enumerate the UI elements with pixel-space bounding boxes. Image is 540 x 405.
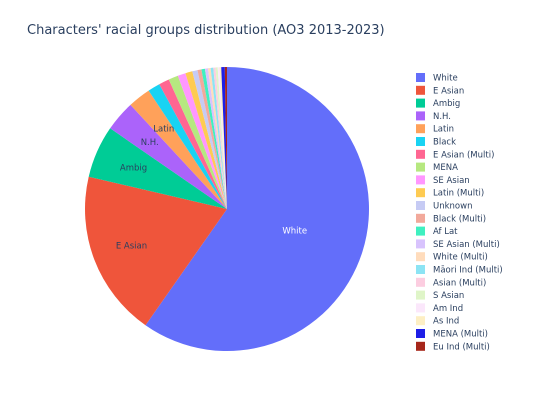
- slice-labels: White E Asian Ambig N.H. Latin: [116, 125, 307, 252]
- legend-label: MENA: [433, 163, 458, 173]
- legend-item-mena-multi[interactable]: MENA (Multi): [416, 329, 488, 340]
- legend-swatch: [416, 137, 425, 146]
- legend-label: Latin: [433, 125, 454, 135]
- legend-swatch: [416, 239, 425, 249]
- pie-slice-m-ori-ind-multi: [210, 67, 227, 209]
- legend-swatch: [416, 303, 425, 313]
- legend-label: S Asian: [433, 291, 464, 301]
- legend-label: Black (Multi): [433, 214, 486, 224]
- pie-slice-e-asian: [85, 176, 228, 326]
- legend-item-se-asian[interactable]: SE Asian: [416, 175, 470, 186]
- pie-slices: [85, 67, 370, 352]
- pie-slice-asian-multi: [213, 67, 227, 209]
- legend-swatch: [416, 175, 425, 185]
- legend-item-as-ind[interactable]: As Ind: [416, 316, 459, 327]
- legend-swatch: [416, 329, 425, 338]
- legend-item-m-ori-ind-multi[interactable]: Māori Ind (Multi): [416, 265, 503, 276]
- slice-label-ambig: Ambig: [120, 164, 147, 174]
- legend-swatch: [416, 85, 425, 95]
- legend-label: SE Asian: [433, 176, 470, 186]
- pie-slice-mena: [168, 75, 227, 209]
- legend-swatch: [416, 277, 425, 287]
- legend-item-s-asian[interactable]: S Asian: [416, 290, 464, 302]
- slice-label-n-h: N.H.: [141, 138, 159, 148]
- legend-swatch: [416, 188, 425, 198]
- legend-label: Ambig: [433, 99, 460, 109]
- pie-slice-se-asian-multi: [204, 68, 227, 209]
- legend-label: Black: [433, 138, 456, 148]
- pie-slice-s-asian: [215, 67, 227, 209]
- legend-swatch: [416, 316, 425, 326]
- legend-swatch: [416, 149, 425, 159]
- legend-swatch: [416, 201, 425, 210]
- legend-item-af-lat[interactable]: Af Lat: [416, 226, 458, 238]
- legend-swatch: [416, 341, 425, 351]
- pie-slice-n-h: [110, 104, 227, 209]
- legend-label: Eu Ind (Multi): [433, 342, 490, 352]
- chart-title: Characters' racial groups distribution (…: [27, 23, 385, 38]
- pie-slice-am-ind: [217, 67, 227, 209]
- legend-swatch: [416, 73, 425, 82]
- legend-label: N.H.: [433, 112, 451, 122]
- pie-slice-black-multi: [197, 69, 227, 209]
- legend-item-eu-ind-multi[interactable]: Eu Ind (Multi): [416, 341, 490, 353]
- legend-swatch: [416, 124, 425, 134]
- legend-item-unknown[interactable]: Unknown: [416, 201, 472, 212]
- legend: White E Asian Ambig N.H. Latin Black E Asian (…: [416, 73, 503, 352]
- legend-swatch: [416, 290, 425, 300]
- legend-swatch: [416, 213, 425, 223]
- legend-item-se-asian-multi[interactable]: SE Asian (Multi): [416, 239, 500, 250]
- legend-label: Latin (Multi): [433, 189, 484, 199]
- legend-item-white[interactable]: White: [416, 73, 458, 84]
- legend-swatch: [416, 162, 425, 172]
- pie-slice-white-multi: [207, 67, 227, 209]
- legend-swatch: [416, 226, 425, 236]
- legend-item-asian-multi[interactable]: Asian (Multi): [416, 277, 486, 289]
- legend-item-e-asian[interactable]: E Asian: [416, 85, 464, 97]
- legend-item-mena[interactable]: MENA: [416, 162, 458, 174]
- legend-label: Af Lat: [433, 227, 458, 237]
- pie-slice-unknown: [192, 70, 227, 209]
- slice-label-latin: Latin: [153, 125, 174, 135]
- legend-swatch: [416, 252, 425, 262]
- legend-swatch: [416, 111, 425, 121]
- legend-item-ambig[interactable]: Ambig: [416, 98, 460, 110]
- pie-slice-as-ind: [219, 67, 227, 210]
- legend-item-n-h[interactable]: N.H.: [416, 111, 451, 122]
- legend-item-latin-multi[interactable]: Latin (Multi): [416, 188, 484, 199]
- legend-label: MENA (Multi): [433, 330, 488, 340]
- legend-item-black-multi[interactable]: Black (Multi): [416, 213, 486, 225]
- slice-label-white: White: [282, 226, 307, 236]
- pie-slice-mena-multi: [221, 67, 227, 210]
- legend-label: Am Ind: [433, 304, 463, 314]
- legend-label: White: [433, 74, 458, 84]
- legend-swatch: [416, 265, 425, 274]
- legend-label: E Asian: [433, 86, 464, 96]
- legend-label: As Ind: [433, 317, 459, 327]
- legend-label: SE Asian (Multi): [433, 240, 500, 250]
- legend-item-black[interactable]: Black: [416, 137, 456, 148]
- slice-label-e-asian: E Asian: [116, 242, 147, 252]
- pie-slice-se-asian: [177, 73, 227, 209]
- pie-slice-e-asian-multi: [159, 79, 227, 209]
- legend-swatch: [416, 98, 425, 108]
- pie-slice-latin-multi: [185, 71, 227, 209]
- legend-item-white-multi[interactable]: White (Multi): [416, 252, 488, 263]
- legend-item-e-asian-multi[interactable]: E Asian (Multi): [416, 149, 494, 161]
- legend-label: Māori Ind (Multi): [433, 266, 503, 276]
- legend-label: White (Multi): [433, 253, 488, 263]
- pie-slice-white: [145, 67, 370, 352]
- legend-label: E Asian (Multi): [433, 150, 494, 160]
- pie-slice-af-lat: [201, 68, 227, 209]
- pie-slice-ambig: [88, 128, 228, 209]
- legend-item-latin[interactable]: Latin: [416, 124, 454, 135]
- pie-slice-eu-ind-multi: [224, 67, 227, 209]
- legend-label: Asian (Multi): [433, 278, 486, 288]
- legend-item-am-ind[interactable]: Am Ind: [416, 303, 463, 314]
- pie-slice-black: [148, 84, 227, 209]
- pie-slice-latin: [130, 90, 227, 209]
- legend-label: Unknown: [433, 202, 472, 212]
